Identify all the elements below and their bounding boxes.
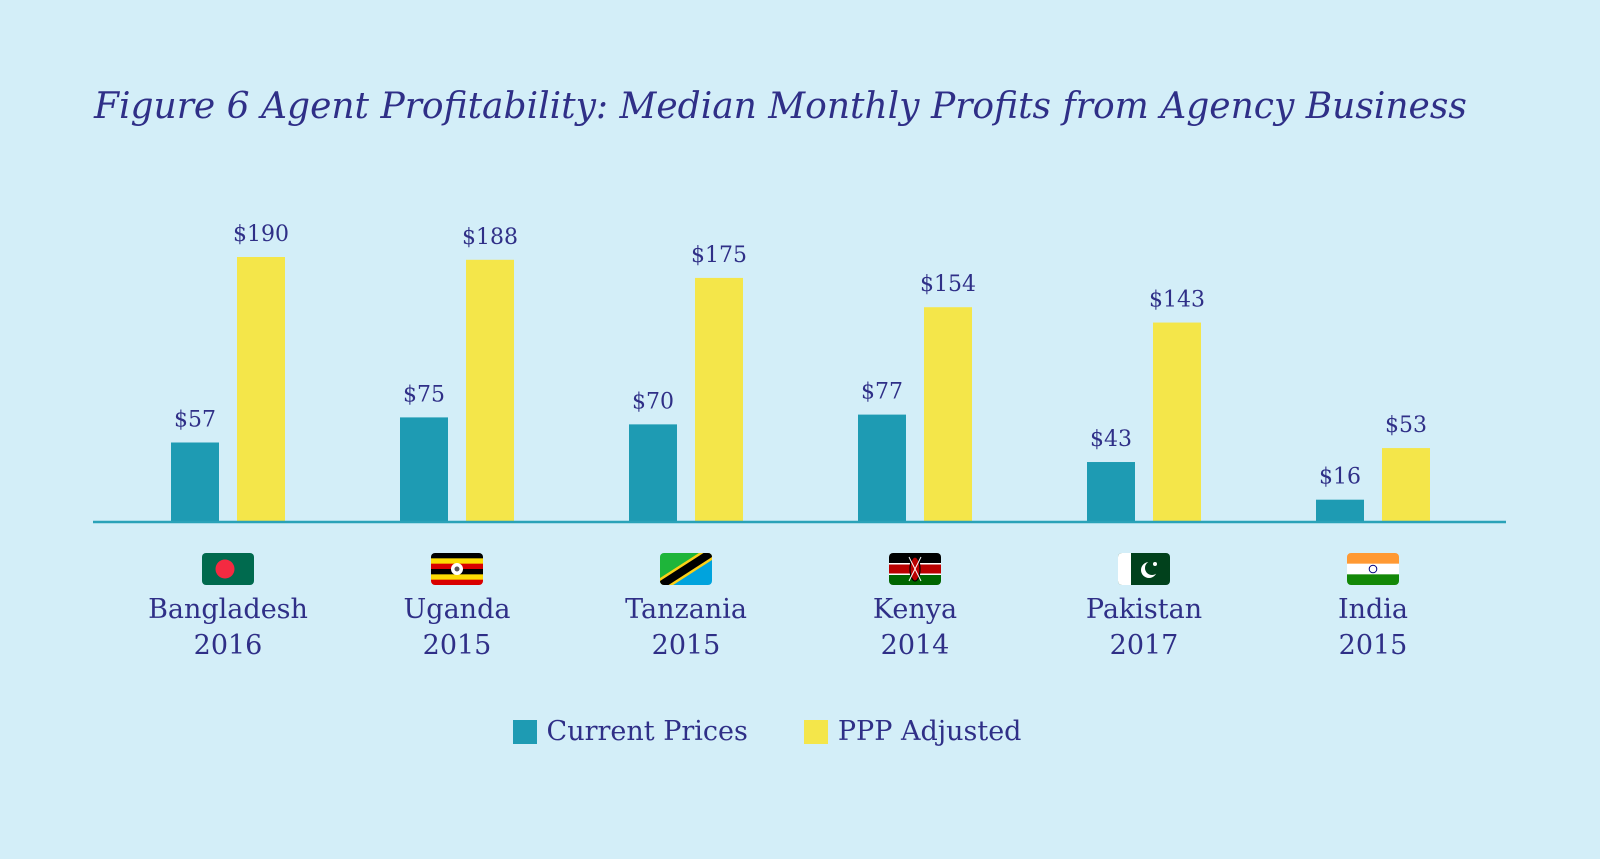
data-label-current-prices: $77 — [861, 380, 903, 405]
data-label-ppp-adjusted: $175 — [691, 243, 747, 268]
data-label-current-prices: $70 — [632, 389, 674, 414]
legend-swatch-ppp-adjusted — [803, 719, 828, 744]
bangladesh-flag-icon — [202, 553, 254, 585]
category-label: Uganda — [404, 594, 511, 625]
legend-swatch-current-prices — [512, 719, 537, 744]
bar-current-prices — [171, 442, 219, 522]
data-label-current-prices: $16 — [1319, 465, 1361, 490]
bar-ppp-adjusted — [924, 307, 972, 522]
bar-ppp-adjusted — [1382, 448, 1430, 522]
pakistan-flag-icon — [1118, 553, 1170, 585]
data-label-ppp-adjusted: $53 — [1385, 413, 1427, 438]
category-year: 2016 — [194, 630, 263, 661]
tanzania-flag-icon — [660, 553, 712, 585]
category-year: 2015 — [652, 630, 721, 661]
category-label: India — [1338, 594, 1408, 625]
data-label-current-prices: $75 — [403, 382, 445, 407]
category-label: Tanzania — [625, 594, 747, 625]
bar-ppp-adjusted — [695, 277, 743, 522]
kenya-flag-icon — [889, 553, 941, 585]
category-label: Pakistan — [1086, 594, 1202, 625]
bar-current-prices — [1316, 499, 1364, 522]
bar-current-prices — [858, 414, 906, 522]
uganda-flag-icon — [431, 553, 483, 585]
data-label-current-prices: $57 — [174, 408, 216, 433]
category-label: Bangladesh — [148, 594, 308, 625]
bar-current-prices — [1087, 462, 1135, 522]
legend-label-ppp-adjusted: PPP Adjusted — [837, 716, 1022, 747]
category-year: 2017 — [1110, 630, 1179, 661]
india-flag-icon — [1347, 553, 1399, 585]
bar-ppp-adjusted — [237, 257, 285, 522]
category-year: 2014 — [881, 630, 950, 661]
category-year: 2015 — [1339, 630, 1408, 661]
data-label-ppp-adjusted: $188 — [462, 225, 518, 250]
bar-current-prices — [400, 417, 448, 522]
data-label-current-prices: $43 — [1090, 427, 1132, 452]
legend-item-ppp-adjusted: PPP Adjusted — [803, 716, 1022, 747]
legend-item-current-prices: Current Prices — [512, 716, 748, 747]
category-year: 2015 — [423, 630, 492, 661]
data-label-ppp-adjusted: $190 — [233, 222, 289, 247]
category-label: Kenya — [873, 594, 957, 625]
legend: Current Prices PPP Adjusted — [0, 716, 1534, 747]
bar-ppp-adjusted — [466, 259, 514, 522]
bar-ppp-adjusted — [1153, 322, 1201, 522]
data-label-ppp-adjusted: $143 — [1149, 288, 1205, 313]
data-label-ppp-adjusted: $154 — [920, 272, 976, 297]
bar-current-prices — [629, 424, 677, 522]
chart-title: Figure 6 Agent Profitability: Median Mon… — [94, 86, 1467, 127]
legend-label-current-prices: Current Prices — [546, 716, 748, 747]
bar-chart: $57 $190 Bangladesh 2016 $75 $188 Uganda 2015 $7… — [93, 222, 1506, 661]
